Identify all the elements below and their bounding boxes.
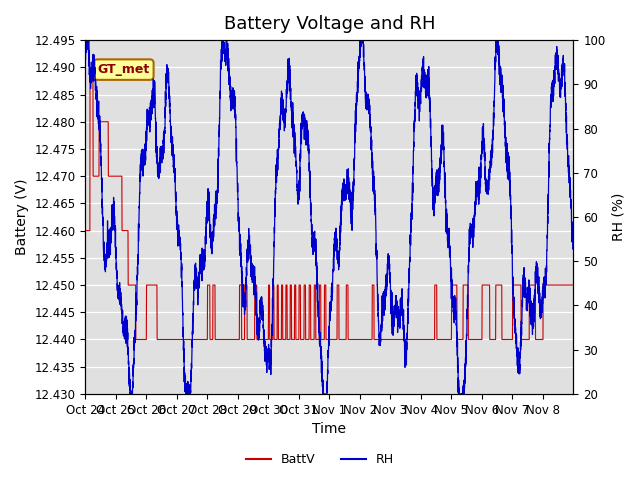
Legend: BattV, RH: BattV, RH [241, 448, 399, 471]
Text: GT_met: GT_met [98, 63, 150, 76]
Title: Battery Voltage and RH: Battery Voltage and RH [224, 15, 435, 33]
X-axis label: Time: Time [312, 422, 346, 436]
Y-axis label: RH (%): RH (%) [611, 193, 625, 241]
Y-axis label: Battery (V): Battery (V) [15, 179, 29, 255]
